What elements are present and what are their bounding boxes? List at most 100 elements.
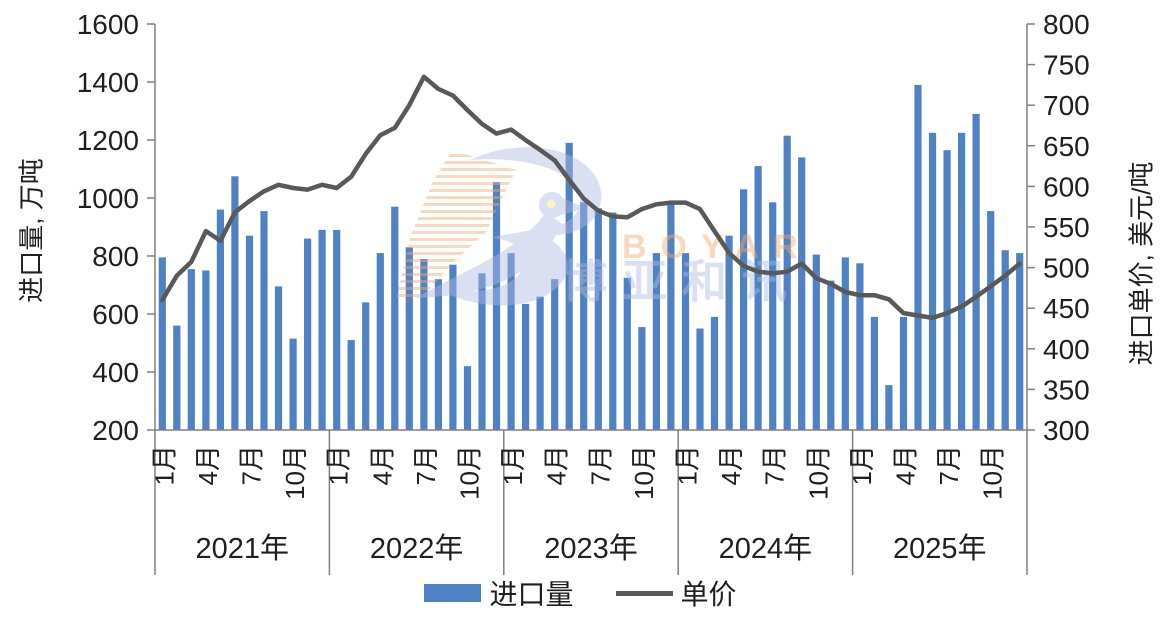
left-tick-label-400: 400: [92, 357, 139, 388]
month-label-2024年-7月: 7月: [760, 445, 790, 485]
bar-month-45: [812, 254, 820, 430]
month-label-2025年-4月: 4月: [891, 445, 921, 485]
bar-series-swatch: [424, 584, 482, 602]
month-label-2022年-7月: 7月: [411, 445, 441, 485]
bar-month-39: [725, 235, 733, 430]
month-label-2023年-7月: 7月: [585, 445, 615, 485]
right-tick-label-750: 750: [1043, 50, 1090, 81]
bar-month-46: [827, 280, 835, 430]
bar-month-33: [638, 327, 646, 430]
tick-labels: 1600 1400 1200 1000 800 600 400 200 800 750 700 650…: [77, 9, 1090, 565]
month-label-2021年-10月: 10月: [280, 445, 310, 500]
bar-month-32: [623, 277, 631, 431]
watermark-latin-text: BOYAR: [622, 228, 812, 266]
year-label-2024年: 2024年: [719, 532, 813, 565]
bar-month-25: [522, 303, 530, 430]
bar-month-48: [856, 263, 864, 431]
month-label-2022年-10月: 10月: [455, 445, 485, 500]
left-tick-label-600: 600: [92, 299, 139, 330]
month-label-2025年-1月: 1月: [847, 445, 877, 485]
month-label-2022年-1月: 1月: [324, 445, 354, 485]
bar-month-13: [347, 340, 355, 430]
bar-month-9: [289, 338, 297, 430]
month-label-2024年-1月: 1月: [673, 445, 703, 485]
unit-price-line: [160, 74, 1022, 321]
month-label-2023年-10月: 10月: [629, 445, 659, 500]
right-tick-label-450: 450: [1043, 293, 1090, 324]
year-label-2022年: 2022年: [370, 532, 464, 565]
month-label-2025年-10月: 10月: [978, 445, 1008, 500]
bar-series-label: 进口量: [489, 579, 574, 610]
bar-month-57: [987, 211, 995, 430]
bar-month-15: [376, 253, 384, 430]
year-label-2021年: 2021年: [195, 532, 289, 565]
bird-body: [415, 212, 562, 298]
left-tick-label-1200: 1200: [77, 125, 139, 156]
month-label-2022年-4月: 4月: [367, 445, 397, 485]
bar-month-54: [943, 150, 951, 431]
bar-month-55: [958, 132, 966, 431]
bird-wing-lower: [438, 230, 568, 306]
chart-legend: 进口量 单价: [0, 573, 1161, 613]
legend-item-import-volume: 进口量: [424, 573, 574, 613]
bar-month-5: [231, 176, 239, 431]
bar-month-59: [1016, 253, 1024, 430]
bar-month-1: [173, 325, 181, 430]
bar-month-52: [914, 84, 922, 431]
bar-month-51: [899, 316, 908, 430]
month-label-2023年-1月: 1月: [498, 445, 528, 485]
legend-item-unit-price: 单价: [615, 573, 737, 613]
bar-month-21: [463, 366, 472, 430]
bar-month-49: [870, 316, 878, 430]
left-tick-label-1600: 1600: [77, 9, 139, 40]
bar-month-22: [478, 273, 486, 430]
bar-month-31: [609, 212, 617, 430]
bar-month-7: [260, 211, 268, 430]
bar-month-26: [536, 296, 544, 430]
right-tick-label-500: 500: [1043, 253, 1090, 284]
bar-month-6: [245, 235, 254, 430]
watermark-cjk-text: 博亚和讯: [562, 256, 802, 307]
bar-month-43: [783, 135, 791, 431]
right-tick-label-600: 600: [1043, 171, 1090, 202]
right-tick-label-800: 800: [1043, 9, 1090, 40]
bar-month-29: [580, 202, 588, 430]
month-label-2024年-10月: 10月: [803, 445, 833, 500]
bar-month-34: [652, 253, 660, 430]
bar-month-44: [798, 157, 806, 430]
year-label-2025年: 2025年: [893, 532, 987, 565]
left-tick-label-200: 200: [92, 415, 139, 446]
bar-month-17: [405, 247, 413, 430]
month-label-2024年-4月: 4月: [716, 445, 746, 485]
right-axis-title: 进口单价, 美元/吨: [1126, 161, 1157, 366]
bar-month-19: [434, 279, 442, 430]
month-label-2025年-7月: 7月: [934, 445, 964, 485]
bar-month-3: [202, 270, 210, 430]
bar-month-20: [449, 264, 457, 430]
left-tick-label-1400: 1400: [77, 67, 139, 98]
bar-month-18: [420, 258, 428, 430]
bar-month-10: [304, 238, 312, 430]
import-volume-bars: [158, 84, 1024, 431]
bar-month-56: [972, 113, 980, 431]
left-axis-title: 进口量, 万吨: [16, 158, 47, 303]
month-label-2021年-4月: 4月: [193, 445, 223, 485]
bar-month-35: [667, 202, 675, 430]
right-tick-label-350: 350: [1043, 374, 1090, 405]
bird-eye: [546, 199, 556, 209]
bar-month-40: [740, 189, 748, 430]
bar-month-58: [1001, 250, 1009, 430]
bar-month-36: [681, 253, 690, 430]
bar-month-42: [769, 202, 777, 430]
left-tick-label-1000: 1000: [77, 183, 139, 214]
bird-head: [539, 192, 565, 218]
axes: [147, 23, 1035, 575]
right-tick-label-300: 300: [1043, 415, 1090, 446]
bar-month-12: [333, 229, 341, 430]
month-label-2023年-4月: 4月: [542, 445, 572, 485]
watermark-striped-fan: [396, 150, 516, 300]
line-series-swatch: [615, 590, 673, 596]
